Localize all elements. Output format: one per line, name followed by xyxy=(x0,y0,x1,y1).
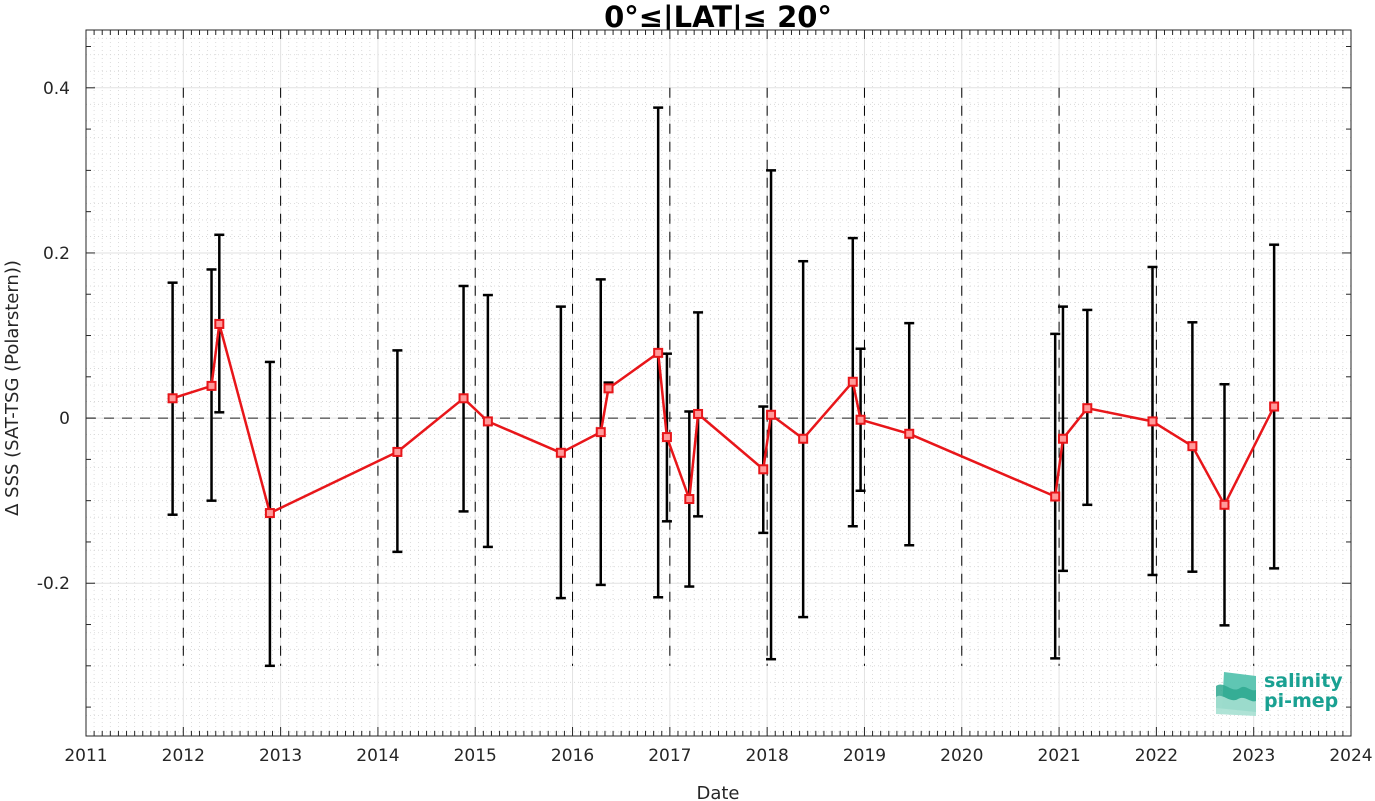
x-tick-label: 2023 xyxy=(1232,746,1275,766)
data-point xyxy=(555,447,566,458)
data-point xyxy=(482,416,493,427)
chart-title: 0°≤|LAT|≤ 20° xyxy=(604,0,832,34)
data-point xyxy=(1057,433,1068,444)
x-axis-label: Date xyxy=(696,783,739,801)
data-point xyxy=(758,464,769,475)
x-tick-label: 2022 xyxy=(1135,746,1178,766)
data-point xyxy=(206,380,217,391)
x-tick-label: 2018 xyxy=(746,746,789,766)
y-tick-label: 0 xyxy=(59,409,70,429)
data-point xyxy=(1082,403,1093,414)
data-point xyxy=(855,414,866,425)
data-point xyxy=(904,428,915,439)
x-tick-label: 2012 xyxy=(162,746,205,766)
x-tick-label: 2019 xyxy=(843,746,886,766)
data-point xyxy=(653,347,664,358)
x-tick-label: 2024 xyxy=(1329,746,1372,766)
x-tick-label: 2020 xyxy=(940,746,983,766)
data-point xyxy=(603,383,614,394)
y-axis-label: Δ SSS (SAT-TSG (Polarstern)) xyxy=(2,260,23,516)
data-point xyxy=(392,446,403,457)
y-tick-label: 0.2 xyxy=(43,244,70,264)
y-tick-label: -0.2 xyxy=(37,574,70,594)
x-tick-label: 2016 xyxy=(551,746,594,766)
data-point xyxy=(1187,441,1198,452)
data-point xyxy=(766,409,777,420)
data-point xyxy=(595,427,606,438)
data-point xyxy=(798,433,809,444)
data-point xyxy=(693,408,704,419)
data-point xyxy=(214,318,225,329)
x-tick-label: 2011 xyxy=(64,746,107,766)
x-tick-label: 2013 xyxy=(259,746,302,766)
plot-area: 2011 2012 2013 2014 2015 2016 2017 2018 2019 2020… xyxy=(37,29,1373,766)
logo-text-pi-mep: pi-mep xyxy=(1264,690,1338,712)
data-point xyxy=(458,393,469,404)
data-point xyxy=(167,393,178,404)
data-point xyxy=(661,432,672,443)
y-tick-label: 0.4 xyxy=(43,79,70,99)
data-point xyxy=(684,494,695,505)
x-tick-label: 2021 xyxy=(1037,746,1080,766)
data-point xyxy=(1269,401,1280,412)
data-point xyxy=(1219,499,1230,510)
data-point xyxy=(264,508,275,519)
salinity-pi-mep-logo: salinity pi-mep xyxy=(1216,670,1343,716)
x-tick-label: 2015 xyxy=(454,746,497,766)
x-tick-label: 2017 xyxy=(648,746,691,766)
data-point xyxy=(1050,491,1061,502)
data-point xyxy=(847,376,858,387)
logo-text-salinity: salinity xyxy=(1264,670,1343,692)
x-tick-label: 2014 xyxy=(356,746,399,766)
data-point xyxy=(1147,416,1158,427)
logo-mark-icon xyxy=(1216,672,1256,716)
